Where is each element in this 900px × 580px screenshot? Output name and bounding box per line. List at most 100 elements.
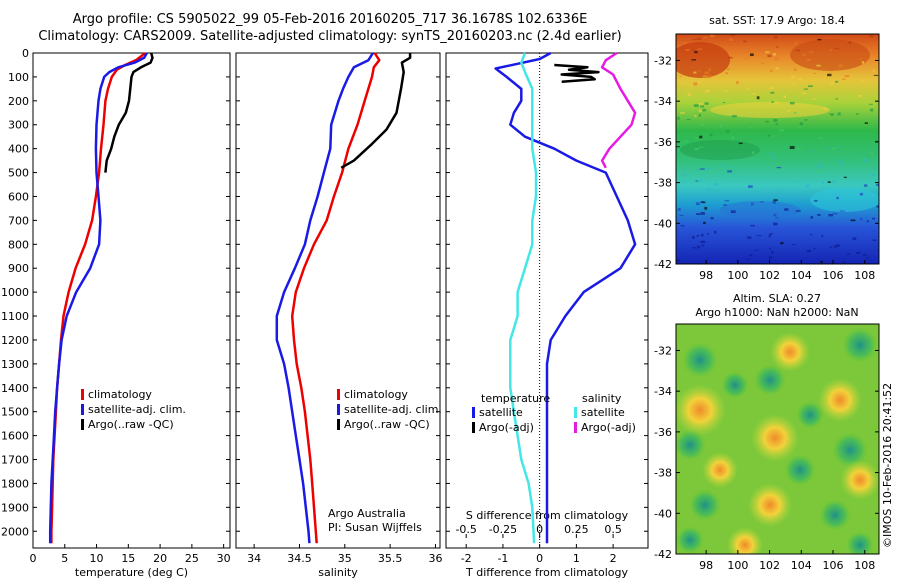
sst-speckle xyxy=(769,152,773,156)
sst-speckle xyxy=(835,113,838,117)
sst-speckle xyxy=(694,147,699,151)
slaAxes-lat-label: -40 xyxy=(654,507,672,520)
sst-speckle xyxy=(810,234,813,236)
sst-speckle xyxy=(700,240,706,244)
differences-xlabel: T difference from climatology xyxy=(465,566,628,579)
salinity-xlabel: salinity xyxy=(318,566,358,579)
sla-blob xyxy=(770,332,810,372)
salinity-xtick-label: 35 xyxy=(338,552,352,565)
sst-speckle xyxy=(699,135,703,139)
sst-speckle xyxy=(769,86,774,90)
sst-speckle xyxy=(731,136,735,139)
sst-speckle xyxy=(833,245,837,248)
sst-speckle xyxy=(806,58,811,61)
slaAxes-lon-label: 106 xyxy=(823,559,844,572)
temperature-series-satellite-adj-clim- xyxy=(48,52,148,544)
sst-speckle xyxy=(821,181,824,184)
sst-speckle xyxy=(836,196,839,200)
sst-speckle xyxy=(775,162,779,165)
temperature-xtick-label: 25 xyxy=(185,552,199,565)
sst-speckle xyxy=(818,162,822,165)
sst-speckle xyxy=(872,239,877,242)
sla-blob xyxy=(846,531,874,554)
sst-speckle xyxy=(729,38,734,41)
sst-speckle xyxy=(838,159,842,162)
sst-speckle xyxy=(767,54,772,58)
sst-speckle xyxy=(700,179,703,182)
differences-panel: -2 -1 0 1 2T difference from climatology -0.5… xyxy=(445,51,649,579)
sst-speckle xyxy=(814,196,817,199)
slaAxes-lon-label: 108 xyxy=(854,559,875,572)
salinity-diff-tick-label: 0 xyxy=(536,523,543,536)
sst-speckle xyxy=(817,166,823,169)
depth-tick-label: 100 xyxy=(8,71,29,84)
depth-tick-label: 1700 xyxy=(1,454,29,467)
difference-legend-swatch xyxy=(574,422,577,433)
sstAxes-lon-label: 108 xyxy=(854,269,875,282)
sla-blob xyxy=(784,454,816,486)
sst-speckle xyxy=(730,34,736,37)
sla-blob xyxy=(682,342,718,378)
sst-speckle xyxy=(791,83,796,85)
sst-speckle xyxy=(813,247,816,250)
sst-speckle xyxy=(677,116,680,120)
sst-speckle xyxy=(864,122,868,124)
sst-speckle xyxy=(877,249,879,251)
sst-speckle xyxy=(700,201,705,204)
sla-blob xyxy=(754,364,786,396)
depth-tick-label: 800 xyxy=(8,238,29,251)
sst-speckle xyxy=(773,199,778,202)
sst-speckle xyxy=(797,78,802,81)
sst-speckle xyxy=(807,85,813,88)
sst-speckle xyxy=(748,254,753,256)
sst-speckle xyxy=(802,53,807,56)
sst-speckle xyxy=(829,113,834,115)
sstAxes-lat-label: -40 xyxy=(654,217,672,230)
depth-tick-label: 1900 xyxy=(1,501,29,514)
differences-xtick-label: 1 xyxy=(573,552,580,565)
sst-speckle xyxy=(696,234,700,237)
sst-speckle xyxy=(730,210,736,214)
sst-speckle xyxy=(835,244,840,248)
sst-speckle xyxy=(770,91,775,94)
sst-speckle xyxy=(821,235,824,237)
sstAxes-lat-label: -38 xyxy=(654,177,672,190)
slaAxes-lon-label: 104 xyxy=(791,559,812,572)
sst-speckle xyxy=(710,217,714,220)
sst-speckle xyxy=(709,34,715,38)
sst-speckle xyxy=(702,108,707,112)
sst-speckle xyxy=(735,81,739,84)
sst-speckle xyxy=(750,224,756,227)
sst-speckle xyxy=(805,184,810,188)
depth-tick-label: 700 xyxy=(8,214,29,227)
depth-tick-label: 600 xyxy=(8,190,29,203)
sst-speckle xyxy=(798,126,801,128)
sst-speckle xyxy=(771,250,774,254)
sst-speckle xyxy=(700,105,705,108)
temperature-xtick-label: 20 xyxy=(153,552,167,565)
difference-legend-entry: Argo(-adj) xyxy=(581,421,636,434)
sst-speckle xyxy=(850,219,856,222)
sst-speckle xyxy=(734,176,738,178)
sst-speckle xyxy=(726,68,731,70)
sst-speckle xyxy=(705,167,711,170)
sst-speckle xyxy=(751,151,755,155)
slaAxes-lon-label: 98 xyxy=(699,559,713,572)
sst-speckle xyxy=(812,98,816,101)
sst-speckle xyxy=(693,82,698,86)
salinity-xtick-label: 35.5 xyxy=(378,552,403,565)
sst-speckle xyxy=(868,103,873,105)
sst-speckle xyxy=(860,79,864,82)
sst-speckle xyxy=(774,57,780,61)
sst-map-title: sat. SST: 17.9 Argo: 18.4 xyxy=(709,14,845,27)
sst-speckle xyxy=(692,247,696,249)
sst-speckle xyxy=(865,257,870,259)
sst-speckle xyxy=(706,74,712,78)
sst-speckle xyxy=(779,129,784,132)
depth-tick-label: 900 xyxy=(8,262,29,275)
salinity-legend-entry: satellite-adj. clim. xyxy=(344,403,442,416)
sst-speckle xyxy=(703,36,708,38)
sst-speckle xyxy=(775,67,779,70)
sst-speckle xyxy=(776,45,779,48)
